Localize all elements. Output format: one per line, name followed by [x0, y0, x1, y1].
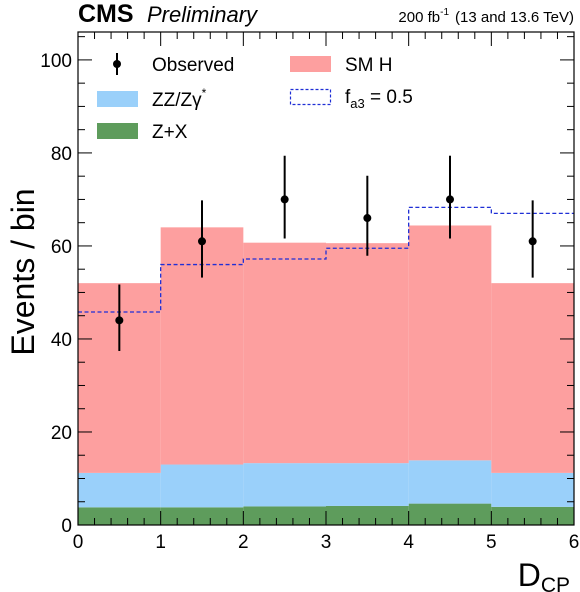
bar-zx-bin-4	[408, 503, 492, 525]
observed-point-2	[280, 195, 289, 204]
x-tick-label: 1	[155, 532, 166, 553]
x-tick-label: 4	[403, 532, 414, 553]
x-tick-label: 2	[238, 532, 249, 553]
lumi-value: 200 fb	[398, 9, 440, 26]
legend-smh-label: SM H	[345, 55, 393, 76]
bar-zz-bin-4	[408, 460, 492, 504]
observed-point-0	[115, 316, 124, 325]
x-axis-title-main: D	[518, 557, 541, 592]
bar-smh-bin-3	[326, 243, 409, 464]
legend-observed-label: Observed	[152, 55, 234, 76]
bar-zx-bin-2	[243, 506, 326, 525]
x-tick-label: 6	[569, 532, 580, 553]
bar-smh-bin-4	[408, 225, 492, 461]
legend-smh-swatch	[290, 56, 331, 72]
legend-zz-text: ZZ/Zγ	[152, 90, 202, 111]
bar-zx-bin-1	[160, 507, 244, 525]
legend-fa3-label: fa3 = 0.5	[345, 87, 413, 111]
observed-point-1	[198, 237, 206, 246]
y-axis-title: Events / bin	[5, 188, 41, 355]
y-tick-label: 100	[40, 51, 72, 72]
y-tick-label: 80	[51, 144, 72, 165]
y-tick-label: 60	[51, 237, 72, 258]
stacked-histogram	[78, 225, 574, 525]
status-label: Preliminary	[147, 2, 259, 27]
legend: Observed SM H ZZ/Zγ* fa3 = 0.5 Z+X	[97, 53, 413, 143]
legend-zz-label: ZZ/Zγ*	[152, 86, 207, 111]
bar-zz-bin-0	[78, 472, 161, 508]
bar-zz-bin-5	[491, 472, 574, 507]
observed-points-layer	[115, 155, 537, 352]
y-tick-label: 0	[61, 516, 72, 537]
fa3-step-line	[78, 206, 574, 313]
legend-zz-sup: *	[202, 86, 207, 100]
experiment-label: CMS	[78, 0, 134, 28]
observed-point-4	[446, 195, 454, 204]
bar-zz-bin-2	[243, 463, 326, 507]
x-axis-title-sub: CP	[541, 574, 570, 592]
legend-fa3-main: f	[345, 87, 351, 108]
x-axis-title: DCP	[518, 557, 570, 592]
legend-fa3-sub: a3	[350, 96, 364, 111]
bar-zx-bin-0	[78, 507, 161, 525]
x-tick-label: 5	[486, 532, 497, 553]
bar-smh-bin-2	[243, 242, 326, 464]
legend-zx-swatch	[97, 123, 138, 139]
fa3-line-layer	[78, 206, 574, 313]
bar-zx-bin-3	[326, 505, 409, 525]
lumi-exponent: -1	[440, 7, 449, 18]
observed-point-5	[528, 237, 537, 246]
legend-observed-marker	[113, 60, 121, 68]
observed-point-3	[363, 214, 372, 223]
y-tick-label: 40	[51, 330, 72, 351]
legend-zz-swatch	[97, 91, 138, 107]
bar-zz-bin-3	[326, 463, 409, 506]
lumi-label: 200 fb-1 (13 and 13.6 TeV)	[398, 7, 574, 26]
lumi-energy: (13 and 13.6 TeV)	[455, 9, 574, 26]
legend-fa3-swatch	[289, 88, 332, 106]
legend-zx-label: Z+X	[152, 122, 188, 143]
x-tick-label: 3	[321, 532, 332, 553]
legend-fa3-value: = 0.5	[365, 87, 413, 108]
x-tick-label: 0	[73, 532, 84, 553]
y-tick-label: 20	[51, 423, 72, 444]
bar-zx-bin-5	[491, 506, 574, 525]
bar-smh-bin-5	[491, 283, 574, 473]
bar-zz-bin-1	[160, 464, 244, 508]
